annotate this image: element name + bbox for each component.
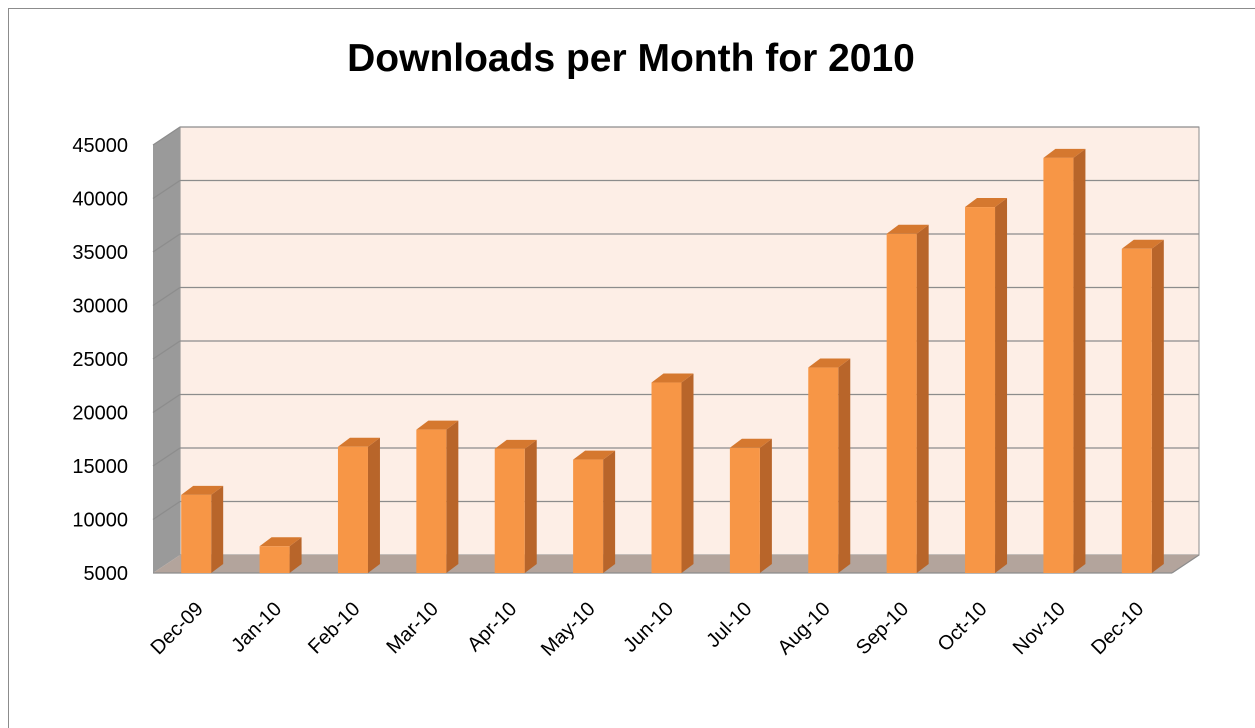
- gridline-side: [152, 180, 181, 199]
- bar-top: [416, 420, 459, 430]
- gridline-side: [152, 340, 181, 360]
- bar-side: [1151, 239, 1164, 574]
- x-tick-label: Mar-10: [383, 598, 443, 658]
- bar: [337, 446, 368, 573]
- bar: [965, 207, 996, 573]
- bar-top: [886, 224, 929, 234]
- bar-side: [995, 198, 1008, 573]
- bar-top: [1121, 239, 1164, 249]
- bar-top: [729, 438, 772, 448]
- bar: [886, 233, 917, 573]
- bar: [573, 459, 604, 573]
- y-tick-label: 10000: [72, 510, 128, 532]
- bar-side: [759, 438, 772, 573]
- x-tick-label: Oct-10: [934, 598, 992, 656]
- bar-top: [1043, 148, 1086, 158]
- gridline-side: [152, 233, 181, 253]
- bar-side: [681, 373, 694, 573]
- gridline-side: [152, 447, 181, 467]
- bar: [1043, 157, 1074, 573]
- bar-side: [211, 485, 224, 573]
- y-tick-label: 45000: [72, 135, 128, 157]
- y-tick-label: 40000: [72, 189, 128, 211]
- bar: [651, 382, 682, 573]
- bar-side: [289, 537, 302, 573]
- bar-top: [494, 439, 537, 449]
- bar: [494, 448, 525, 573]
- x-tick-label: Apr-10: [463, 598, 521, 656]
- plot-area: 5000 10000 15000 20000 25000 30000 35000 40000 4…: [72, 126, 1200, 661]
- x-tick-label: Nov-10: [1009, 598, 1070, 659]
- bar-side: [1073, 148, 1086, 573]
- x-tick-label: Jul-10: [702, 598, 756, 652]
- bar-top: [965, 198, 1008, 208]
- bar-side: [838, 358, 851, 573]
- bar-side: [446, 420, 459, 573]
- x-tick-label: Dec-10: [1087, 598, 1148, 659]
- bar: [259, 546, 290, 573]
- gridline-side: [152, 501, 181, 520]
- bar-top: [651, 373, 694, 383]
- y-tick-label: 30000: [72, 296, 128, 318]
- x-tick-label: Feb-10: [304, 598, 364, 658]
- bar: [416, 429, 447, 573]
- y-tick-label: 5000: [84, 563, 129, 585]
- bar: [1121, 248, 1152, 574]
- bar-top: [181, 485, 224, 495]
- gridline-side: [152, 126, 181, 146]
- bar-side: [916, 224, 929, 573]
- x-tick-label: Aug-10: [774, 598, 835, 659]
- y-tick-label: 15000: [72, 456, 128, 478]
- bar-side: [524, 439, 537, 573]
- bar-side: [603, 450, 616, 573]
- y-tick-label: 35000: [72, 242, 128, 264]
- bar-top: [337, 437, 380, 447]
- bar-side: [367, 437, 380, 573]
- x-tick-label: Jan-10: [227, 598, 286, 657]
- gridline-side: [152, 394, 181, 413]
- chart-title: Downloads per Month for 2010: [347, 37, 915, 80]
- floor-edge: [1171, 554, 1200, 574]
- bar-top: [808, 358, 851, 368]
- bar: [808, 367, 839, 573]
- chart-frame: [8, 8, 1255, 728]
- x-tick-label: Jun-10: [619, 598, 678, 657]
- x-tick-label: Sep-10: [852, 598, 913, 659]
- y-tick-label: 20000: [72, 403, 128, 425]
- bar: [181, 494, 212, 573]
- y-tick-label: 25000: [72, 349, 128, 371]
- gridline-side: [152, 287, 181, 306]
- x-tick-label: Dec-09: [147, 598, 208, 659]
- x-tick-label: May-10: [537, 598, 600, 661]
- bar-top: [573, 450, 616, 460]
- bar-top: [259, 537, 302, 547]
- bar: [729, 447, 760, 573]
